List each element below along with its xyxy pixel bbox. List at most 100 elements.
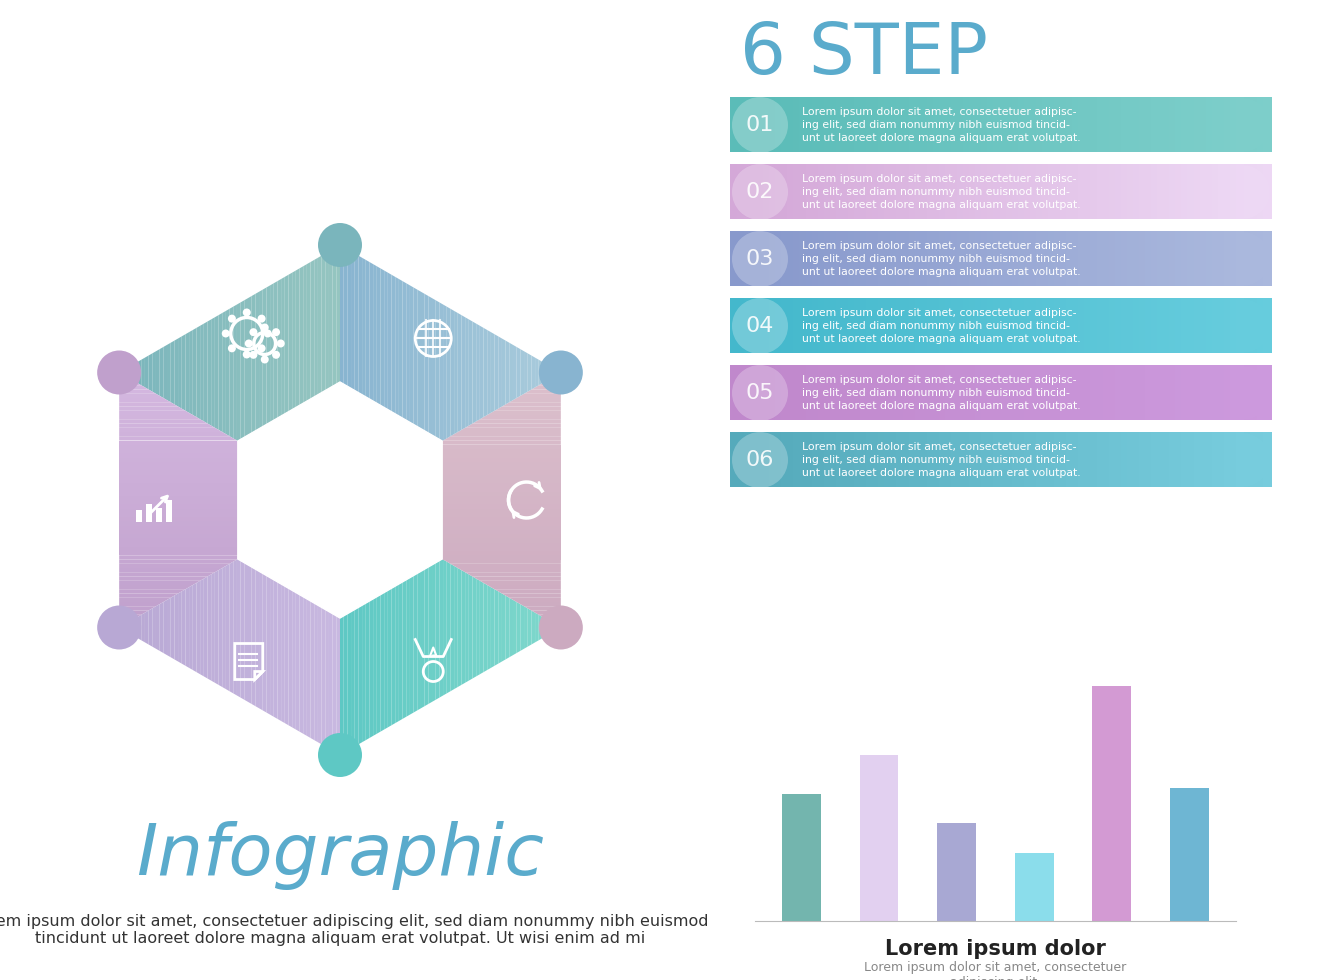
Bar — [926, 231, 934, 286]
Bar — [1081, 97, 1089, 152]
Bar — [969, 164, 977, 219]
Polygon shape — [314, 258, 318, 397]
Bar — [872, 298, 880, 353]
Polygon shape — [542, 616, 546, 638]
Polygon shape — [490, 587, 494, 668]
Bar — [986, 97, 995, 152]
Bar — [787, 365, 795, 420]
Polygon shape — [546, 619, 561, 623]
Bar — [1011, 231, 1019, 286]
Bar — [1027, 97, 1035, 152]
Polygon shape — [473, 576, 561, 581]
Bar — [1138, 164, 1146, 219]
Polygon shape — [119, 470, 238, 474]
Bar — [1014, 365, 1022, 420]
Circle shape — [98, 351, 142, 395]
Polygon shape — [502, 594, 505, 662]
Bar — [858, 365, 867, 420]
Bar — [1200, 298, 1208, 353]
Bar — [987, 365, 995, 420]
Bar — [1114, 365, 1122, 420]
Bar — [1047, 432, 1055, 487]
Bar — [851, 298, 860, 353]
Bar — [794, 365, 802, 420]
Bar — [1138, 432, 1146, 487]
Circle shape — [732, 365, 788, 421]
Bar — [1066, 432, 1074, 487]
Polygon shape — [502, 402, 561, 407]
Polygon shape — [538, 381, 561, 385]
Polygon shape — [322, 254, 325, 393]
Polygon shape — [119, 496, 238, 500]
Bar — [763, 164, 771, 219]
Polygon shape — [432, 298, 436, 437]
Polygon shape — [347, 249, 351, 388]
Bar — [1097, 432, 1104, 487]
Bar — [1021, 231, 1029, 286]
Bar — [744, 231, 752, 286]
Bar — [1156, 164, 1164, 219]
Bar — [1249, 365, 1259, 420]
Bar — [775, 298, 783, 353]
Bar — [744, 432, 752, 487]
Bar — [818, 365, 826, 420]
Bar — [838, 164, 846, 219]
Bar — [946, 164, 954, 219]
Polygon shape — [494, 334, 498, 411]
Polygon shape — [215, 570, 219, 685]
Bar — [830, 164, 838, 219]
Bar — [1152, 298, 1158, 353]
Bar — [1018, 97, 1025, 152]
Bar — [1067, 164, 1075, 219]
Bar — [842, 432, 850, 487]
Bar — [854, 298, 862, 353]
Bar — [1136, 97, 1144, 152]
Polygon shape — [442, 530, 561, 534]
Polygon shape — [156, 604, 159, 651]
Bar — [1074, 365, 1082, 420]
Bar — [1101, 365, 1109, 420]
Polygon shape — [134, 616, 138, 638]
Bar — [1088, 164, 1096, 219]
Bar — [1066, 298, 1074, 353]
Polygon shape — [488, 585, 561, 589]
Bar — [1042, 432, 1050, 487]
Bar — [1061, 432, 1067, 487]
Bar — [831, 164, 839, 219]
Bar — [999, 97, 1007, 152]
Bar — [782, 97, 788, 152]
Bar — [1212, 164, 1220, 219]
Polygon shape — [484, 583, 488, 672]
Bar — [969, 365, 977, 420]
Bar — [1188, 432, 1194, 487]
Bar — [842, 365, 850, 420]
Polygon shape — [167, 598, 171, 658]
Bar — [818, 432, 826, 487]
Bar — [135, 510, 142, 522]
Bar — [1042, 298, 1050, 353]
Polygon shape — [442, 492, 561, 496]
Bar — [771, 365, 779, 420]
Bar — [858, 97, 867, 152]
Polygon shape — [480, 325, 484, 419]
Bar — [864, 97, 874, 152]
Bar — [1169, 97, 1177, 152]
Bar — [736, 97, 745, 152]
Bar — [1114, 164, 1124, 219]
Bar — [1023, 298, 1031, 353]
Bar — [860, 164, 867, 219]
Circle shape — [243, 309, 251, 317]
Bar — [1018, 164, 1025, 219]
Bar — [879, 365, 887, 420]
Polygon shape — [204, 576, 207, 678]
Bar — [758, 365, 1242, 420]
Bar — [1030, 365, 1037, 420]
Polygon shape — [119, 479, 238, 483]
Bar — [1212, 432, 1220, 487]
Bar — [1189, 97, 1197, 152]
Polygon shape — [465, 572, 561, 576]
Polygon shape — [546, 619, 550, 636]
Bar — [959, 231, 967, 286]
Bar — [751, 97, 759, 152]
Bar — [979, 365, 989, 420]
